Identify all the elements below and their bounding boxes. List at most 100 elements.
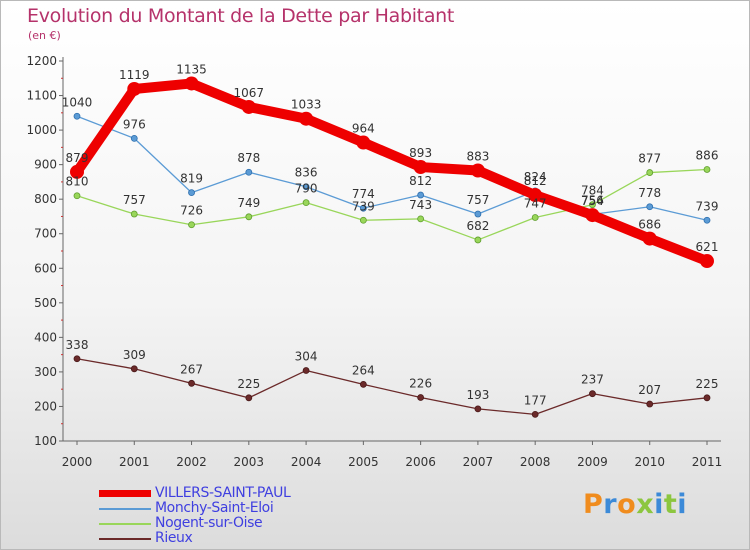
data-point-3 [531, 410, 539, 418]
data-label-3: 225 [696, 377, 719, 391]
data-label-1: 774 [352, 187, 375, 201]
legend-swatch-monchy [99, 508, 151, 510]
legend-label: Nogent-sur-Oise [155, 515, 263, 531]
x-tick-label: 2007 [463, 455, 494, 469]
data-label-0: 1119 [119, 68, 150, 82]
data-point-0 [528, 188, 543, 203]
data-label-1: 976 [123, 117, 146, 131]
data-point-0 [184, 76, 199, 91]
chart-unit: (en €) [28, 29, 61, 42]
y-tick-label: 100 [34, 434, 57, 448]
data-point-0 [585, 208, 600, 223]
data-label-2: 749 [237, 196, 260, 210]
data-label-2: 726 [180, 204, 203, 218]
series-line-0 [72, 78, 712, 267]
series-line-2 [76, 168, 708, 241]
x-tick-label: 2011 [692, 455, 723, 469]
logo-letter: P [583, 489, 604, 520]
data-label-1: 812 [409, 174, 432, 188]
x-tick-label: 2005 [348, 455, 379, 469]
logo-letter: o [617, 489, 637, 520]
data-label-2: 784 [581, 184, 604, 198]
y-tick-label: 200 [34, 399, 57, 413]
x-tick-label: 2000 [62, 455, 93, 469]
data-label-2: 877 [638, 152, 661, 166]
data-label-3: 237 [581, 373, 604, 387]
data-label-3: 177 [524, 393, 547, 407]
data-point-1 [245, 168, 253, 176]
data-point-3 [359, 380, 367, 388]
x-tick-label: 2008 [520, 455, 551, 469]
data-point-0 [241, 99, 256, 114]
data-point-1 [359, 204, 367, 212]
series-line-3 [76, 358, 708, 416]
data-point-3 [703, 394, 711, 402]
x-tick-label: 2009 [577, 455, 608, 469]
x-tick-label: 2003 [234, 455, 265, 469]
data-point-0 [356, 135, 371, 150]
x-tick-label: 2006 [405, 455, 436, 469]
legend-label: Monchy-Saint-Eloi [155, 500, 274, 516]
logo-letter: x [636, 489, 655, 520]
data-label-0: 686 [638, 218, 661, 232]
data-label-1: 878 [237, 151, 260, 165]
data-label-0: 754 [581, 194, 604, 208]
y-tick-label: 900 [34, 158, 57, 172]
data-point-2 [73, 192, 81, 200]
data-point-3 [130, 365, 138, 373]
data-point-2 [302, 199, 310, 207]
data-point-3 [646, 400, 654, 408]
data-label-3: 207 [638, 383, 661, 397]
legend-label: VILLERS-SAINT-PAUL [155, 485, 291, 501]
x-tick-label: 2004 [291, 455, 322, 469]
x-tick-label: 2010 [634, 455, 665, 469]
y-tick-label: 1100 [26, 89, 57, 103]
data-label-2: 790 [295, 182, 318, 196]
data-label-1: 756 [581, 193, 604, 207]
data-point-3 [302, 367, 310, 374]
data-label-1: 739 [696, 199, 719, 213]
data-label-3: 304 [295, 350, 318, 364]
data-label-3: 193 [466, 388, 489, 402]
data-label-0: 879 [66, 151, 89, 165]
data-point-3 [417, 394, 425, 401]
data-label-3: 264 [352, 363, 375, 377]
data-point-0 [700, 254, 714, 269]
data-point-1 [302, 183, 310, 191]
data-point-3 [589, 390, 596, 398]
data-point-1 [646, 203, 654, 211]
data-point-0 [413, 160, 428, 175]
y-tick-label: 500 [34, 296, 57, 310]
data-label-3: 225 [237, 377, 260, 391]
legend-swatch-villers [99, 490, 151, 497]
data-point-1 [703, 216, 711, 224]
data-label-1: 836 [295, 166, 318, 180]
data-label-2: 743 [409, 198, 432, 212]
series-line-1 [76, 115, 708, 221]
data-point-0 [642, 231, 657, 246]
data-label-0: 812 [524, 174, 547, 188]
data-label-2: 810 [66, 175, 89, 189]
chart-title: Evolution du Montant de la Dette par Hab… [27, 5, 455, 27]
data-point-2 [589, 201, 596, 209]
data-label-1: 778 [638, 186, 661, 200]
data-label-0: 1033 [291, 98, 322, 112]
data-point-2 [130, 210, 138, 218]
data-point-3 [245, 394, 253, 402]
data-point-2 [359, 216, 367, 224]
data-point-2 [188, 221, 195, 229]
data-point-1 [188, 189, 195, 197]
data-point-1 [474, 210, 482, 218]
data-label-0: 1135 [176, 62, 207, 76]
data-point-0 [127, 81, 142, 96]
y-tick-label: 1000 [26, 123, 57, 137]
data-label-0: 893 [409, 146, 432, 160]
data-point-2 [703, 166, 711, 173]
data-label-1: 824 [524, 170, 547, 184]
legend-swatch-nogent [99, 523, 151, 525]
y-tick-label: 800 [34, 192, 57, 206]
data-label-2: 747 [524, 196, 547, 210]
x-tick-label: 2002 [176, 455, 207, 469]
x-tick-label: 2001 [119, 455, 150, 469]
